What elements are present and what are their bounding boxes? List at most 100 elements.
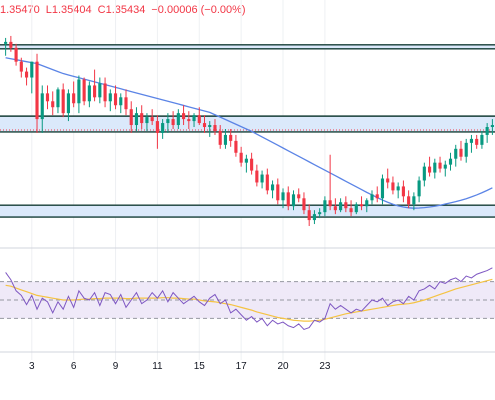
candle-body: [166, 119, 170, 124]
candle-body: [286, 192, 290, 207]
candle-body: [103, 83, 107, 102]
candle-body: [108, 93, 112, 102]
candle-body: [396, 186, 400, 191]
candle-body: [270, 184, 275, 191]
x-tick-label: 6: [71, 361, 77, 372]
candle-body: [333, 206, 337, 211]
candle-body: [61, 89, 65, 114]
ohlc-high-value: 1.35470: [0, 4, 40, 16]
x-tick-label: 3: [29, 361, 35, 372]
candle-body: [51, 101, 55, 108]
candle-body: [14, 47, 18, 62]
zone-band: [0, 116, 495, 132]
candle-body: [412, 196, 416, 205]
candle-body: [276, 184, 280, 201]
candle-body: [218, 130, 222, 145]
candle-body: [417, 180, 421, 197]
candle-body: [202, 123, 207, 128]
candle-body: [77, 79, 81, 104]
candle-body: [9, 41, 13, 48]
candlestick-series[interactable]: [4, 35, 494, 227]
candle-body: [234, 140, 238, 153]
candle-body: [344, 202, 348, 209]
candle-body: [140, 113, 144, 124]
candle-body: [82, 79, 86, 102]
candle-body: [35, 61, 39, 120]
candle-body: [438, 162, 442, 169]
candle-body: [443, 164, 447, 169]
candle-body: [192, 115, 196, 122]
candle-body: [312, 214, 316, 221]
candle-body: [328, 200, 332, 207]
candle-body: [24, 71, 29, 78]
candle-body: [359, 204, 364, 207]
candle-body: [469, 138, 474, 143]
candle-body: [370, 194, 374, 201]
candle-body: [480, 134, 484, 145]
support-resistance-zones: [0, 44, 495, 218]
time-axis: 3 6 9 11 15 17 20 23: [29, 361, 331, 372]
candle-body: [40, 93, 44, 120]
candle-body: [302, 198, 306, 211]
candle-body: [380, 178, 385, 199]
rsi-panel: [0, 267, 495, 331]
candle-body: [448, 158, 453, 165]
candle-body: [66, 93, 70, 114]
candle-body: [182, 113, 186, 120]
candle-body: [134, 113, 139, 126]
rsi-line: [5, 267, 493, 331]
candle-body: [124, 97, 128, 110]
candle-body: [250, 158, 254, 171]
candle-body: [19, 61, 23, 72]
ohlc-low-value: L1.35404: [45, 4, 92, 16]
x-tick-label: 20: [277, 361, 289, 372]
candle-body: [244, 158, 248, 163]
zone-band: [0, 44, 495, 49]
candle-body: [30, 61, 34, 78]
candle-body: [176, 113, 180, 126]
candle-body: [187, 119, 191, 122]
moving-average: [5, 57, 493, 209]
candle-body: [223, 134, 228, 145]
candle-body: [87, 85, 91, 102]
moving-average-line: [5, 57, 493, 209]
candle-body: [239, 152, 243, 163]
x-tick-label: 15: [194, 361, 206, 372]
candle-body: [349, 208, 353, 213]
candle-body: [375, 194, 379, 199]
ohlc-legend: 1.35470 L1.35404 C1.35434 −0.00006 (−0.0…: [0, 4, 246, 20]
zone-band: [0, 205, 495, 218]
candle-body: [407, 196, 411, 205]
candle-body: [428, 166, 432, 173]
candle-body: [72, 93, 76, 104]
ohlc-close-value: C1.35434: [97, 4, 146, 16]
x-tick-label: 9: [113, 361, 119, 372]
candle-body: [45, 93, 50, 102]
candle-body: [365, 200, 369, 207]
candle-body: [161, 123, 165, 133]
candle-body: [93, 85, 97, 98]
candle-body: [145, 117, 149, 124]
x-tick-label: 23: [319, 361, 331, 372]
candle-body: [433, 162, 437, 173]
candle-body: [307, 210, 311, 221]
candle-body: [197, 115, 201, 124]
candle-body: [297, 194, 301, 199]
candle-body: [354, 204, 358, 213]
candle-body: [485, 127, 489, 135]
candle-body: [391, 182, 395, 191]
candle-body: [281, 192, 285, 201]
candle-body: [386, 178, 390, 183]
x-tick-label: 11: [152, 361, 163, 372]
x-tick-label: 17: [236, 361, 248, 372]
ohlc-change-value: −0.00006 (−0.00%): [151, 4, 246, 16]
candle-body: [459, 148, 463, 157]
candle-body: [155, 121, 159, 133]
candle-body: [56, 89, 60, 108]
candle-body: [318, 212, 322, 215]
candle-body: [129, 109, 133, 126]
candle-body: [454, 148, 458, 159]
candle-body: [260, 174, 264, 183]
candle-body: [323, 200, 327, 213]
